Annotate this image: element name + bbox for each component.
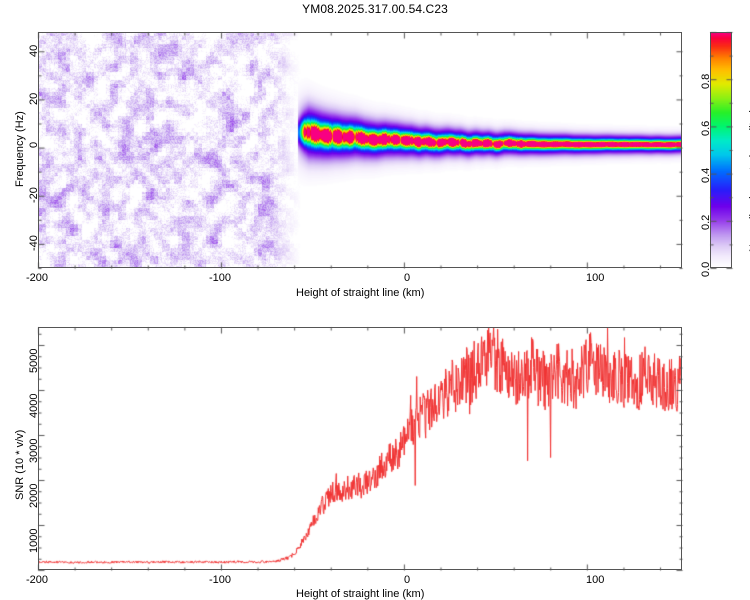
snr-xtick-100: 100 [586, 574, 605, 586]
snr-ylabel: SNR (10 * v/v) [14, 429, 26, 500]
snr-xtick-0: 0 [404, 574, 411, 586]
snr-trace [38, 327, 682, 570]
colorbar-tick-04: 0.4 [700, 167, 712, 183]
spectrogram-xtick-0: 0 [404, 272, 411, 284]
snr-ytick-2000: 2000 [28, 483, 40, 508]
figure-title: YM08.2025.317.00.54.C23 [302, 2, 448, 16]
spectrogram-ytick-0: 0 [28, 141, 40, 148]
colorbar-tick-08: 0.8 [700, 73, 712, 89]
spectrogram-xtick-neg200: -200 [26, 272, 49, 284]
spectrogram-image [38, 32, 682, 268]
snr-ytick-5000: 5000 [28, 348, 40, 373]
spectrogram-ytick-40: 40 [28, 44, 40, 57]
snr-xtick-neg100: -100 [209, 574, 232, 586]
spectrogram-xlabel: Height of straight line (km) [296, 287, 425, 299]
snr-ytick-3000: 3000 [28, 438, 40, 463]
spectrogram-ytick-neg20: -20 [28, 187, 40, 203]
spectrogram-ylabel: Frequency (Hz) [14, 111, 26, 187]
snr-xtick-neg200: -200 [26, 574, 49, 586]
colorbar-tick-02: 0.2 [700, 214, 712, 230]
colorbar-tick-00: 0.0 [700, 261, 712, 277]
snr-xlabel: Height of straight line (km) [296, 588, 425, 600]
colorbar-tick-06: 0.6 [700, 120, 712, 136]
spectrogram-xtick-100: 100 [586, 272, 605, 284]
snr-ytick-1000: 1000 [28, 528, 40, 553]
colorbar-gradient [710, 32, 732, 268]
spectrogram-ytick-20: 20 [28, 92, 40, 105]
spectrogram-xtick-neg100: -100 [209, 272, 232, 284]
snr-ytick-4000: 4000 [28, 393, 40, 418]
spectrogram-ytick-neg40: -40 [28, 235, 40, 251]
